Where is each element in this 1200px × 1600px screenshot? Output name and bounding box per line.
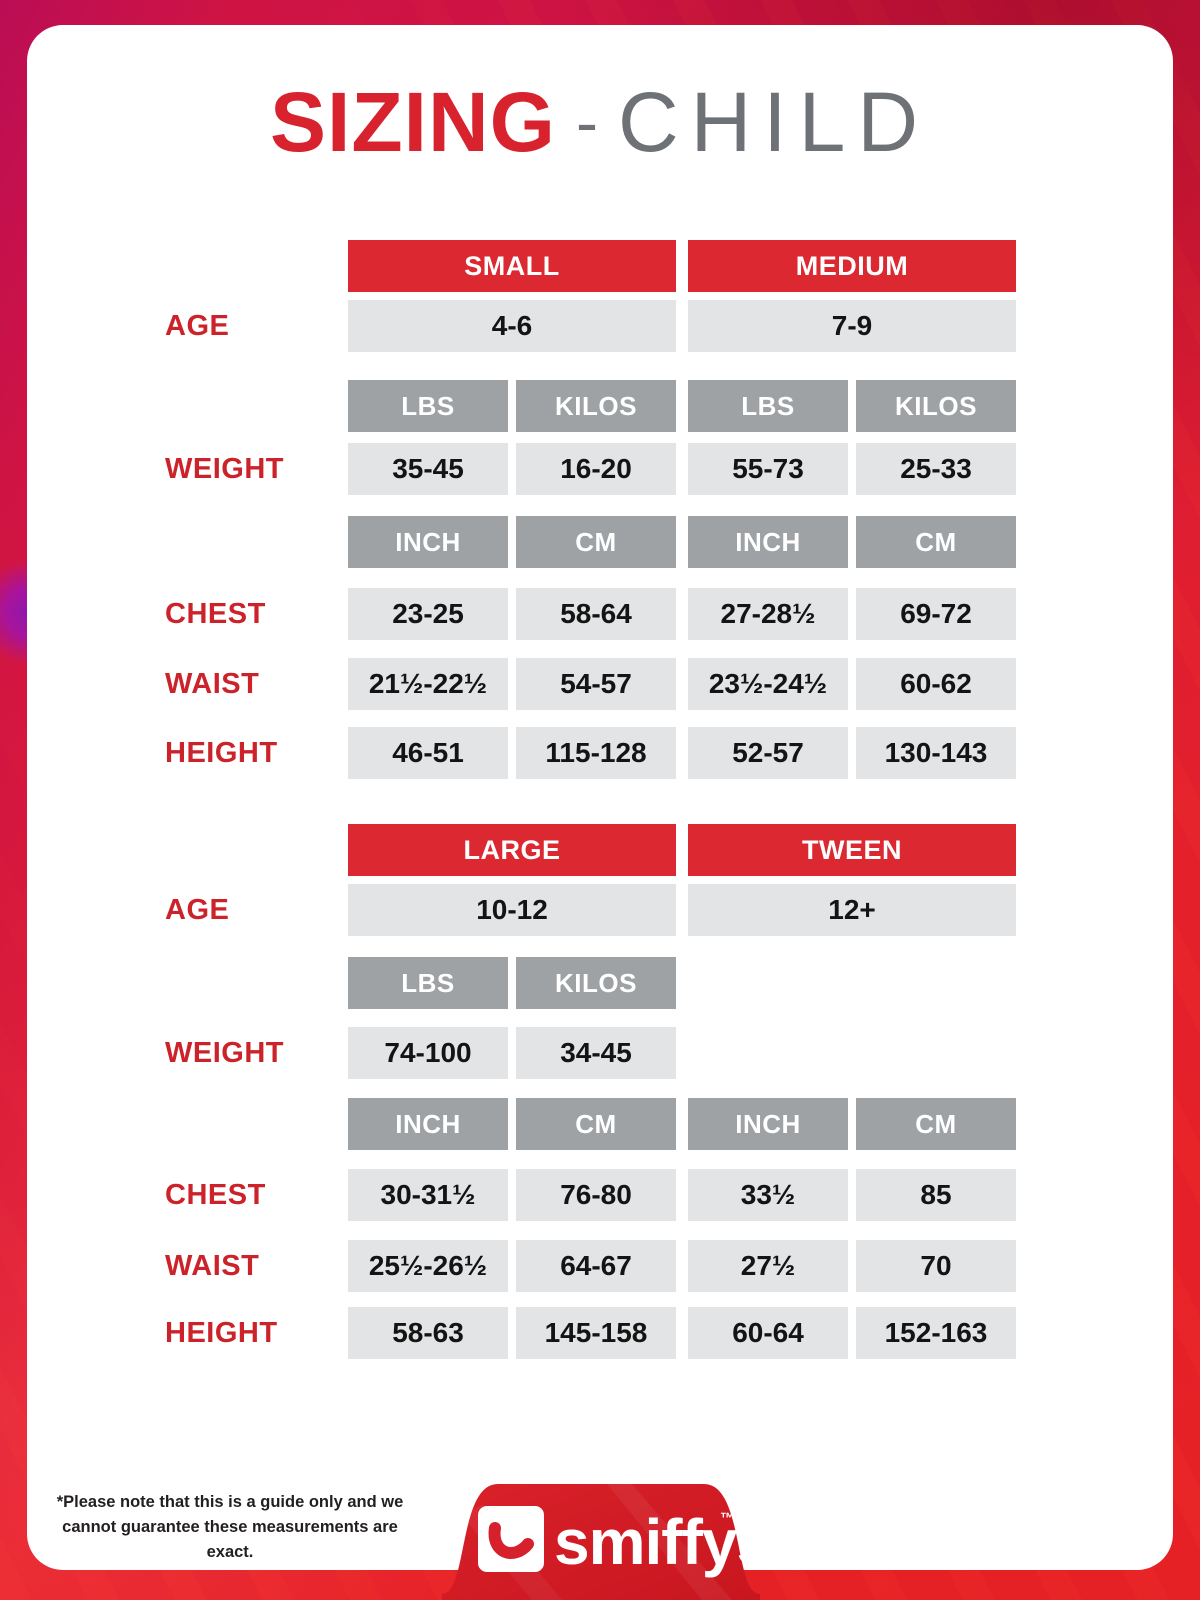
page-title: SIZING - CHILD (0, 74, 1200, 171)
chest-label-t1: CHEST (165, 597, 266, 630)
waist-row-t1: 21½-22½ 54-57 23½-24½ 60-62 (348, 658, 1016, 710)
chest-value: 69-72 (856, 588, 1016, 640)
weight-value: 16-20 (516, 443, 676, 495)
disclaimer-note: *Please note that this is a guide only a… (56, 1493, 404, 1561)
chest-row-t1: 23-25 58-64 27-28½ 69-72 (348, 588, 1016, 640)
waist-value: 25½-26½ (348, 1240, 508, 1292)
unit-header-inch: INCH (348, 1098, 508, 1150)
unit-header-lbs: LBS (348, 957, 508, 1009)
weight-value: 35-45 (348, 443, 508, 495)
title-sizing: SIZING (269, 75, 556, 169)
waist-value: 70 (856, 1240, 1016, 1292)
age-label-t1: AGE (165, 309, 230, 342)
weight-units-row-t1: LBS KILOS LBS KILOS (348, 380, 1016, 432)
measure-units-row-t1: INCH CM INCH CM (348, 516, 1016, 568)
size-header-small: SMALL (348, 240, 676, 292)
age-label-t2: AGE (165, 893, 230, 926)
unit-header-cm: CM (516, 1098, 676, 1150)
waist-value: 64-67 (516, 1240, 676, 1292)
smiffys-smile-icon (478, 1506, 544, 1572)
unit-header-cm: CM (856, 1098, 1016, 1150)
unit-header-inch: INCH (348, 516, 508, 568)
size-header-medium: MEDIUM (688, 240, 1016, 292)
chest-value: 76-80 (516, 1169, 676, 1221)
age-value-large: 10-12 (348, 884, 676, 936)
height-value: 60-64 (688, 1307, 848, 1359)
age-value-medium: 7-9 (688, 300, 1016, 352)
weight-label-t1: WEIGHT (165, 452, 284, 485)
smiffys-logo-tab: smiffys ™ (442, 1484, 772, 1600)
trademark-symbol: ™ (720, 1510, 735, 1527)
weight-value: 55-73 (688, 443, 848, 495)
chest-value: 33½ (688, 1169, 848, 1221)
weight-row-t1: 35-45 16-20 55-73 25-33 (348, 443, 1016, 495)
chest-value: 58-64 (516, 588, 676, 640)
unit-header-cm: CM (516, 516, 676, 568)
height-value: 115-128 (516, 727, 676, 779)
chest-value: 30-31½ (348, 1169, 508, 1221)
unit-header-lbs: LBS (348, 380, 508, 432)
waist-label-t2: WAIST (165, 1249, 260, 1282)
waist-row-t2: 25½-26½ 64-67 27½ 70 (348, 1240, 1016, 1292)
chest-value: 85 (856, 1169, 1016, 1221)
unit-header-kilos: KILOS (516, 957, 676, 1009)
title-child: CHILD (617, 75, 931, 169)
waist-value: 21½-22½ (348, 658, 508, 710)
unit-header-inch: INCH (688, 1098, 848, 1150)
unit-header-lbs: LBS (688, 380, 848, 432)
unit-header-kilos: KILOS (856, 380, 1016, 432)
weight-label-t2: WEIGHT (165, 1036, 284, 1069)
height-value: 130-143 (856, 727, 1016, 779)
age-row-t2: 10-12 12+ (348, 884, 1016, 936)
measure-units-row-t2: INCH CM INCH CM (348, 1098, 1016, 1150)
unit-header-kilos: KILOS (516, 380, 676, 432)
waist-label-t1: WAIST (165, 667, 260, 700)
age-value-tween: 12+ (688, 884, 1016, 936)
age-value-small: 4-6 (348, 300, 676, 352)
height-row-t2: 58-63 145-158 60-64 152-163 (348, 1307, 1016, 1359)
weight-value: 34-45 (516, 1027, 676, 1079)
weight-value: 74-100 (348, 1027, 508, 1079)
size-header-large: LARGE (348, 824, 676, 876)
waist-value: 54-57 (516, 658, 676, 710)
chest-label-t2: CHEST (165, 1178, 266, 1211)
smiffys-wordmark: smiffys (554, 1506, 772, 1578)
height-label-t1: HEIGHT (165, 736, 278, 769)
chest-value: 23-25 (348, 588, 508, 640)
size-header-tween: TWEEN (688, 824, 1016, 876)
waist-value: 60-62 (856, 658, 1016, 710)
title-separator: - (575, 85, 598, 159)
height-value: 145-158 (516, 1307, 676, 1359)
size-header-row-t2: LARGE TWEEN (348, 824, 1016, 876)
height-value: 46-51 (348, 727, 508, 779)
chest-value: 27-28½ (688, 588, 848, 640)
height-label-t2: HEIGHT (165, 1316, 278, 1349)
height-value: 152-163 (856, 1307, 1016, 1359)
unit-header-inch: INCH (688, 516, 848, 568)
weight-row-t2: 74-100 34-45 (348, 1027, 676, 1079)
waist-value: 27½ (688, 1240, 848, 1292)
size-header-row-t1: SMALL MEDIUM (348, 240, 1016, 292)
unit-header-cm: CM (856, 516, 1016, 568)
chest-row-t2: 30-31½ 76-80 33½ 85 (348, 1169, 1016, 1221)
age-row-t1: 4-6 7-9 (348, 300, 1016, 352)
weight-units-row-t2: LBS KILOS (348, 957, 676, 1009)
height-value: 58-63 (348, 1307, 508, 1359)
height-row-t1: 46-51 115-128 52-57 130-143 (348, 727, 1016, 779)
height-value: 52-57 (688, 727, 848, 779)
waist-value: 23½-24½ (688, 658, 848, 710)
weight-value: 25-33 (856, 443, 1016, 495)
